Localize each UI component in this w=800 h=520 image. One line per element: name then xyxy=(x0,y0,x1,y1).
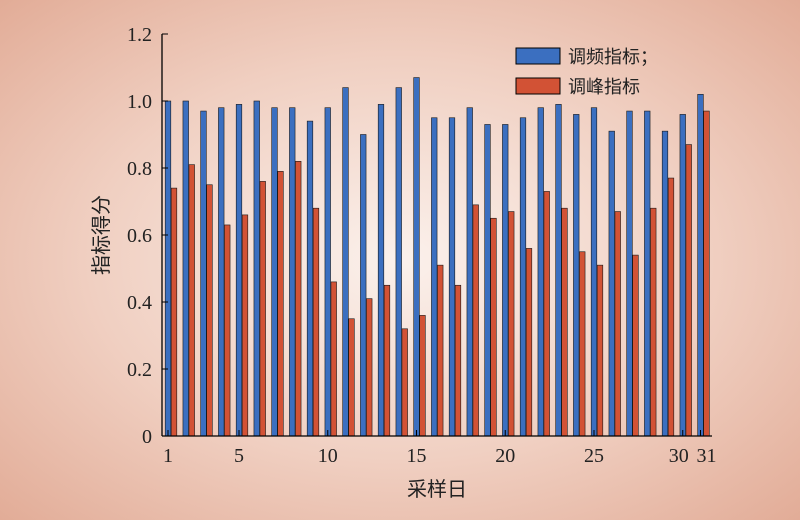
bar-peak-9 xyxy=(312,207,320,437)
y-tick-label: 0.8 xyxy=(127,158,152,180)
bar-freq-20 xyxy=(502,124,509,437)
bar-freq-18 xyxy=(466,107,473,437)
bar-peak-14 xyxy=(401,328,408,437)
x-tick-label: 10 xyxy=(318,445,338,467)
bar-peak-16 xyxy=(437,264,444,437)
bar-freq-23 xyxy=(555,104,562,437)
y-axis-title: 指标得分 xyxy=(89,195,113,275)
bar-freq-25 xyxy=(590,107,598,437)
bar-freq-2 xyxy=(182,100,189,437)
bar-peak-26 xyxy=(614,211,621,437)
bar-freq-12 xyxy=(360,134,367,437)
bar-freq-9 xyxy=(306,120,314,437)
y-tick-label: 1.2 xyxy=(127,24,152,46)
bar-peak-31 xyxy=(703,110,710,437)
bar-freq-3 xyxy=(200,110,207,437)
bar-peak-6 xyxy=(259,181,266,437)
bar-freq-11 xyxy=(342,87,349,437)
bar-freq-1 xyxy=(164,100,172,437)
bar-peak-13 xyxy=(383,284,391,437)
legend-label-freq: 调频指标； xyxy=(568,47,658,68)
bar-freq-16 xyxy=(431,117,438,437)
bar-peak-30 xyxy=(685,144,692,437)
bar-peak-25 xyxy=(596,264,604,437)
bar-peak-29 xyxy=(667,177,675,437)
bar-freq-15 xyxy=(413,77,420,437)
bar-freq-17 xyxy=(448,117,456,437)
bar-peak-2 xyxy=(188,164,195,437)
bar-freq-8 xyxy=(289,107,296,437)
bar-freq-29 xyxy=(661,130,669,437)
bar-peak-20 xyxy=(508,211,515,437)
bar-freq-19 xyxy=(484,124,491,437)
bar-freq-21 xyxy=(519,117,527,437)
y-axis-ticks: 0 0.2 0.4 0.6 0.8 1.0 1.2 xyxy=(127,24,168,448)
bar-freq-24 xyxy=(573,114,580,437)
bar-peak-3 xyxy=(206,184,213,437)
bar-freq-22 xyxy=(537,107,544,437)
bar-peak-22 xyxy=(543,191,550,437)
bar-peak-10 xyxy=(330,281,337,437)
x-tick-label: 5 xyxy=(234,445,244,467)
bar-freq-26 xyxy=(608,130,615,437)
x-tick-label: 25 xyxy=(584,445,604,467)
x-tick-label: 20 xyxy=(495,445,515,467)
bar-peak-21 xyxy=(525,248,533,437)
bar-peak-27 xyxy=(632,254,639,437)
bar-peak-1 xyxy=(170,187,178,437)
bar-peak-19 xyxy=(490,217,497,437)
bar-freq-27 xyxy=(626,110,633,437)
bar-peak-28 xyxy=(650,207,657,437)
x-axis-ticks: 1 5 10 15 20 25 30 31 xyxy=(163,430,717,467)
x-tick-label: 15 xyxy=(407,445,427,467)
bar-freq-6 xyxy=(253,100,260,437)
x-tick-label: 31 xyxy=(697,445,717,467)
bar-peak-5 xyxy=(241,214,249,437)
x-tick-label: 30 xyxy=(669,445,689,467)
x-tick-label: 1 xyxy=(163,445,173,467)
legend-swatch-peak xyxy=(515,77,561,95)
bar-peak-4 xyxy=(224,224,231,437)
bar-peak-15 xyxy=(419,315,426,437)
bar-peak-23 xyxy=(561,207,568,437)
y-tick-label: 0.4 xyxy=(127,292,152,314)
bar-peak-11 xyxy=(348,318,355,437)
y-tick-label: 0.2 xyxy=(127,359,152,381)
y-tick-label: 0 xyxy=(142,426,152,448)
bar-freq-7 xyxy=(271,107,278,437)
x-axis-title: 采样日 xyxy=(407,477,467,501)
bar-peak-18 xyxy=(472,204,479,437)
bar-freq-4 xyxy=(218,107,225,437)
y-tick-label: 1.0 xyxy=(127,91,152,113)
bar-freq-13 xyxy=(377,104,385,437)
bars-layer xyxy=(164,77,710,437)
legend: 调频指标； 调峰指标 xyxy=(515,47,658,98)
bar-peak-24 xyxy=(579,251,586,437)
legend-swatch-freq xyxy=(515,47,561,65)
y-tick-label: 0.6 xyxy=(127,225,152,247)
legend-label-peak: 调峰指标 xyxy=(568,77,640,98)
bar-peak-12 xyxy=(366,298,373,437)
bar-freq-10 xyxy=(324,107,331,437)
bar-freq-14 xyxy=(395,87,402,437)
bar-peak-8 xyxy=(295,161,302,437)
bar-freq-31 xyxy=(697,94,704,437)
bar-freq-28 xyxy=(644,110,651,437)
bar-peak-17 xyxy=(454,284,462,437)
bar-peak-7 xyxy=(277,171,284,437)
bar-freq-5 xyxy=(235,104,243,437)
bar-freq-30 xyxy=(679,114,686,437)
